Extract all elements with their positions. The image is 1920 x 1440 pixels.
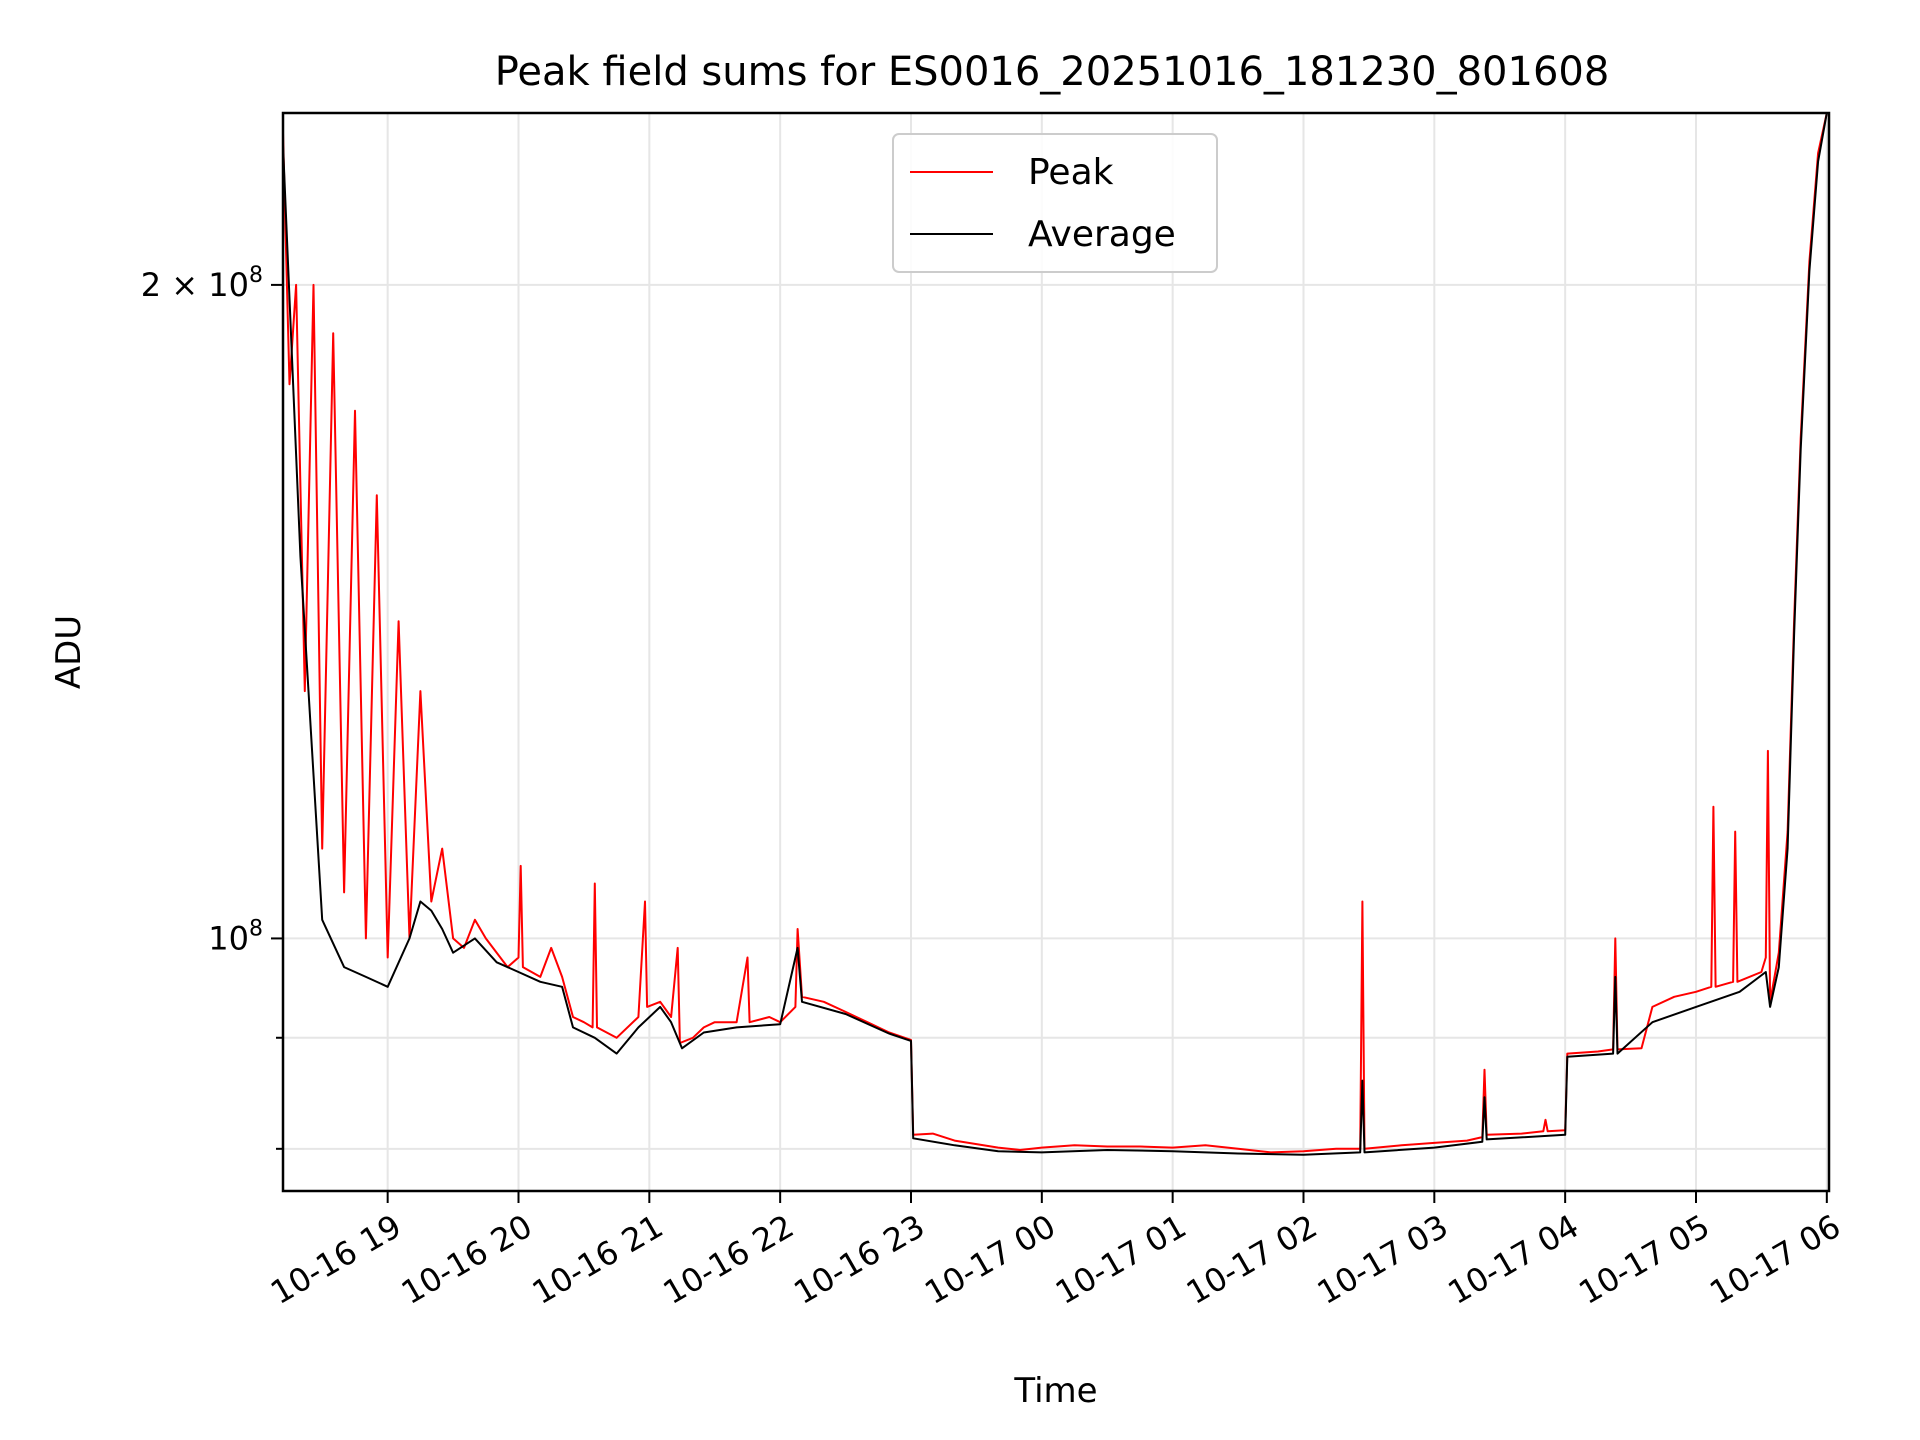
x-tick-label: 10-16 23 bbox=[787, 1207, 931, 1312]
x-tick-label: 10-16 22 bbox=[657, 1207, 801, 1312]
x-tick-label: 10-17 05 bbox=[1572, 1207, 1716, 1312]
x-tick-label: 10-17 06 bbox=[1703, 1207, 1847, 1312]
x-tick-label: 10-16 21 bbox=[526, 1207, 670, 1312]
x-tick-label: 10-17 03 bbox=[1311, 1207, 1455, 1312]
x-tick-label: 10-16 20 bbox=[395, 1207, 539, 1312]
y-axis-label: ADU bbox=[49, 615, 89, 689]
y-tick-label: 108 bbox=[208, 916, 263, 957]
x-tick-label: 10-17 02 bbox=[1180, 1207, 1324, 1312]
x-tick-label: 10-17 04 bbox=[1442, 1207, 1586, 1312]
legend: Peak Average bbox=[892, 133, 1218, 273]
legend-average-label: Average bbox=[1028, 214, 1176, 255]
x-axis-label: Time bbox=[1013, 1371, 1097, 1411]
y-axis: 108 2 × 108 bbox=[141, 263, 283, 1150]
chart-title: Peak field sums for ES0016_20251016_1812… bbox=[495, 49, 1610, 95]
grid bbox=[283, 113, 1829, 1191]
plot-frame bbox=[281, 111, 1831, 1193]
legend-peak-label: Peak bbox=[1028, 152, 1114, 193]
y-tick-label: 2 × 108 bbox=[141, 263, 263, 304]
series-line-average bbox=[283, 113, 1828, 1156]
x-tick-label: 10-17 01 bbox=[1049, 1207, 1193, 1312]
x-tick-label: 10-17 00 bbox=[918, 1207, 1062, 1312]
legend-box bbox=[892, 133, 1218, 273]
x-tick-label: 10-16 19 bbox=[264, 1207, 408, 1312]
